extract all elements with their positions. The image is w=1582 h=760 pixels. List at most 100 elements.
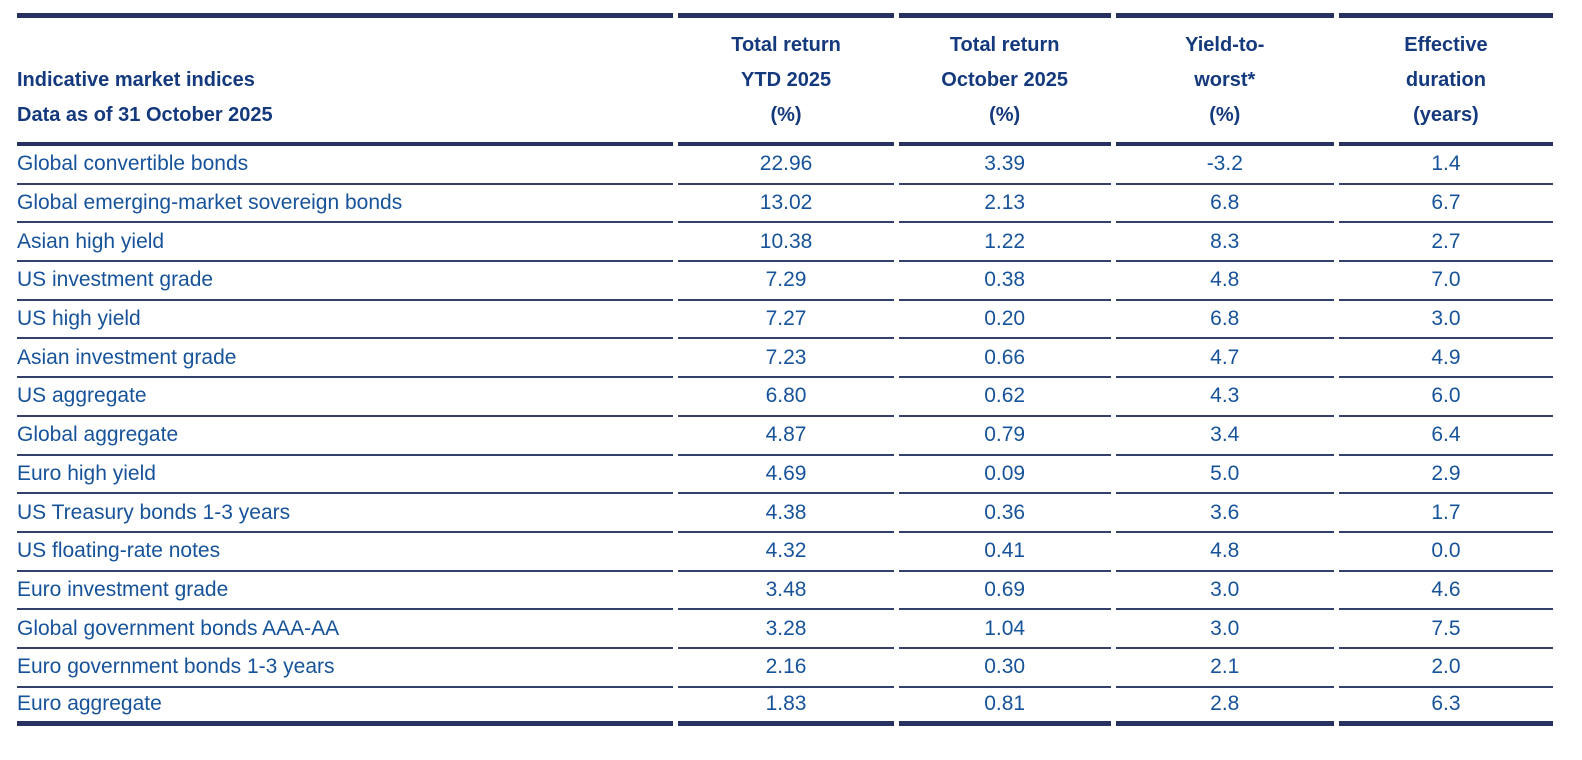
table-row: Euro investment grade 3.48 0.69 3.0 4.6 [17,572,1553,611]
table-row: Global convertible bonds 22.96 3.39 -3.2 1.4 [17,146,1553,185]
row-label: Euro government bonds 1-3 years [17,649,674,688]
header-line: (%) [1209,104,1241,126]
header-line: October 2025 [941,69,1069,91]
cell-value: 0.0 [1338,533,1553,572]
header-line: duration [1405,69,1486,91]
table-title-header: Indicative market indices Data as of 31 … [17,13,674,146]
header-line: Yield-to- [1185,34,1265,56]
cell-value: 1.83 [678,688,894,727]
cell-value: 7.29 [678,262,894,301]
cell-value: 0.20 [898,301,1111,340]
cell-value: 3.4 [1115,417,1334,456]
cell-value: 6.4 [1338,417,1553,456]
row-label: US Treasury bonds 1-3 years [17,494,674,533]
header-line: (years) [1413,104,1479,126]
cell-value: 0.81 [898,688,1111,727]
header-line: (%) [770,104,802,126]
table-row: Global aggregate 4.87 0.79 3.4 6.4 [17,417,1553,456]
cell-value: 0.62 [898,378,1111,417]
cell-value: 4.3 [1115,378,1334,417]
table-row: US aggregate 6.80 0.62 4.3 6.0 [17,378,1553,417]
row-label: Euro high yield [17,456,674,495]
cell-value: 0.66 [898,339,1111,379]
market-indices-page: Indicative market indices Data as of 31 … [12,13,1558,727]
table-row: Global emerging-market sovereign bonds 13… [17,185,1553,224]
cell-value: 7.23 [678,339,894,379]
row-label: US aggregate [17,378,674,417]
cell-value: 4.8 [1115,262,1334,301]
cell-value: 0.09 [898,456,1111,495]
header-line: Total return [949,34,1060,56]
table-title-line1: Indicative market indices [17,69,255,91]
cell-value: 4.6 [1338,572,1553,611]
cell-value: 3.0 [1115,572,1334,611]
cell-value: 2.16 [678,649,894,688]
cell-value: 5.0 [1115,456,1334,495]
cell-value: 2.9 [1338,456,1553,495]
cell-value: 13.02 [678,185,894,224]
row-label: US investment grade [17,262,674,301]
cell-value: 0.69 [898,572,1111,611]
cell-value: 6.80 [678,378,894,417]
header-line: worst* [1194,69,1256,91]
row-label: Euro aggregate [17,688,674,727]
cell-value: 6.7 [1338,185,1553,224]
cell-value: 4.38 [678,494,894,533]
cell-value: 1.04 [898,610,1111,649]
cell-value: 2.13 [898,185,1111,224]
table-header: Indicative market indices Data as of 31 … [17,13,1553,146]
cell-value: -3.2 [1115,146,1334,185]
row-label: Asian investment grade [17,339,674,379]
row-label: US floating-rate notes [17,533,674,572]
header-line: YTD 2025 [741,69,832,91]
cell-value: 3.48 [678,572,894,611]
cell-value: 6.0 [1338,378,1553,417]
row-label: Global convertible bonds [17,146,674,185]
cell-value: 4.69 [678,456,894,495]
row-label: Global emerging-market sovereign bonds [17,185,674,224]
cell-value: 8.3 [1115,223,1334,263]
table-row: US Treasury bonds 1-3 years 4.38 0.36 3.6 1.… [17,494,1553,533]
cell-value: 0.30 [898,649,1111,688]
cell-value: 4.32 [678,533,894,572]
cell-value: 6.3 [1338,688,1553,727]
header-line: Total return [731,34,841,56]
cell-value: 3.28 [678,610,894,649]
cell-value: 6.8 [1115,185,1334,224]
table-row: Asian investment grade 7.23 0.66 4.7 4.9 [17,339,1553,379]
table-body: Global convertible bonds 22.96 3.39 -3.2 1.4… [17,146,1553,727]
table-row: Euro government bonds 1-3 years 2.16 0.30 2… [17,649,1553,688]
header-row: Indicative market indices Data as of 31 … [17,13,1553,146]
cell-value: 0.38 [898,262,1111,301]
cell-value: 4.87 [678,417,894,456]
table-row: Asian high yield 10.38 1.22 8.3 2.7 [17,223,1553,263]
cell-value: 1.22 [898,223,1111,263]
table-row: US floating-rate notes 4.32 0.41 4.8 0.0 [17,533,1553,572]
row-label: Global government bonds AAA-AA [17,610,674,649]
cell-value: 2.0 [1338,649,1553,688]
cell-value: 7.27 [678,301,894,340]
market-indices-table: Indicative market indices Data as of 31 … [12,13,1558,727]
cell-value: 7.0 [1338,262,1553,301]
column-header-total-return-ytd: Total return YTD 2025 (%) [678,13,894,146]
cell-value: 0.36 [898,494,1111,533]
cell-value: 2.1 [1115,649,1334,688]
cell-value: 3.39 [898,146,1111,185]
column-header-total-return-october: Total return October 2025 (%) [898,13,1111,146]
header-line: (%) [989,104,1021,126]
column-header-yield-to-worst: Yield-to- worst* (%) [1115,13,1334,146]
cell-value: 3.6 [1115,494,1334,533]
column-header-effective-duration: Effective duration (years) [1338,13,1553,146]
cell-value: 7.5 [1338,610,1553,649]
cell-value: 0.79 [898,417,1111,456]
table-row: Euro aggregate 1.83 0.81 2.8 6.3 [17,688,1553,727]
row-label: Euro investment grade [17,572,674,611]
cell-value: 2.8 [1115,688,1334,727]
table-row: US high yield 7.27 0.20 6.8 3.0 [17,301,1553,340]
cell-value: 10.38 [678,223,894,263]
cell-value: 4.9 [1338,339,1553,379]
cell-value: 3.0 [1115,610,1334,649]
row-label: Global aggregate [17,417,674,456]
table-row: US investment grade 7.29 0.38 4.8 7.0 [17,262,1553,301]
cell-value: 4.8 [1115,533,1334,572]
